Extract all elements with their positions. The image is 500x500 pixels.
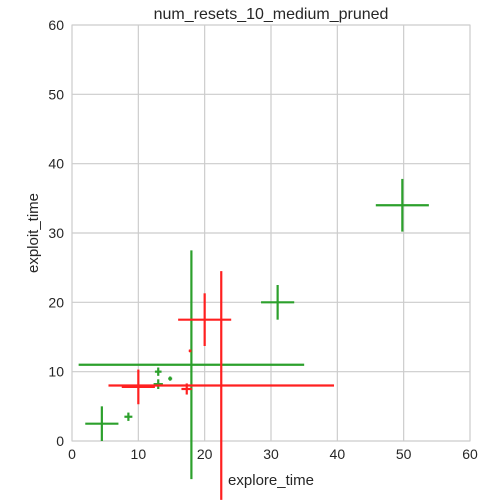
x-tick-label: 20 — [197, 446, 213, 462]
x-tick-label: 60 — [462, 446, 478, 462]
data-point-red — [181, 383, 193, 395]
error-bar-marks — [78, 178, 429, 500]
data-point-green — [168, 376, 173, 381]
y-tick-label: 20 — [48, 294, 64, 310]
x-tick-label: 40 — [330, 446, 346, 462]
y-tick-labels: 0 10 20 30 40 50 60 — [48, 17, 64, 449]
x-axis-label: explore_time — [228, 472, 314, 489]
data-point-green — [261, 285, 295, 320]
x-tick-label: 0 — [68, 446, 76, 462]
y-tick-label: 60 — [48, 17, 64, 33]
y-tick-label: 50 — [48, 86, 64, 102]
y-tick-label: 30 — [48, 225, 64, 241]
y-tick-label: 10 — [48, 364, 64, 380]
x-tick-label: 30 — [263, 446, 279, 462]
x-tick-labels: 0 10 20 30 40 50 60 — [68, 446, 478, 462]
data-point-green — [85, 406, 119, 441]
y-tick-label: 40 — [48, 156, 64, 172]
x-tick-label: 10 — [131, 446, 147, 462]
data-point-green — [153, 379, 163, 389]
chart-title: num_resets_10_medium_pruned — [154, 6, 389, 23]
x-tick-label: 50 — [396, 446, 412, 462]
data-point-red — [108, 271, 335, 500]
data-point-green — [124, 412, 133, 421]
data-point-red — [178, 293, 232, 347]
y-tick-label: 0 — [56, 433, 64, 449]
data-point-green — [78, 250, 305, 480]
data-point-green — [154, 367, 162, 376]
data-point-red — [121, 369, 155, 405]
data-point-red — [188, 349, 192, 353]
y-axis-label: exploit_time — [25, 193, 42, 273]
data-point-green — [375, 178, 429, 232]
